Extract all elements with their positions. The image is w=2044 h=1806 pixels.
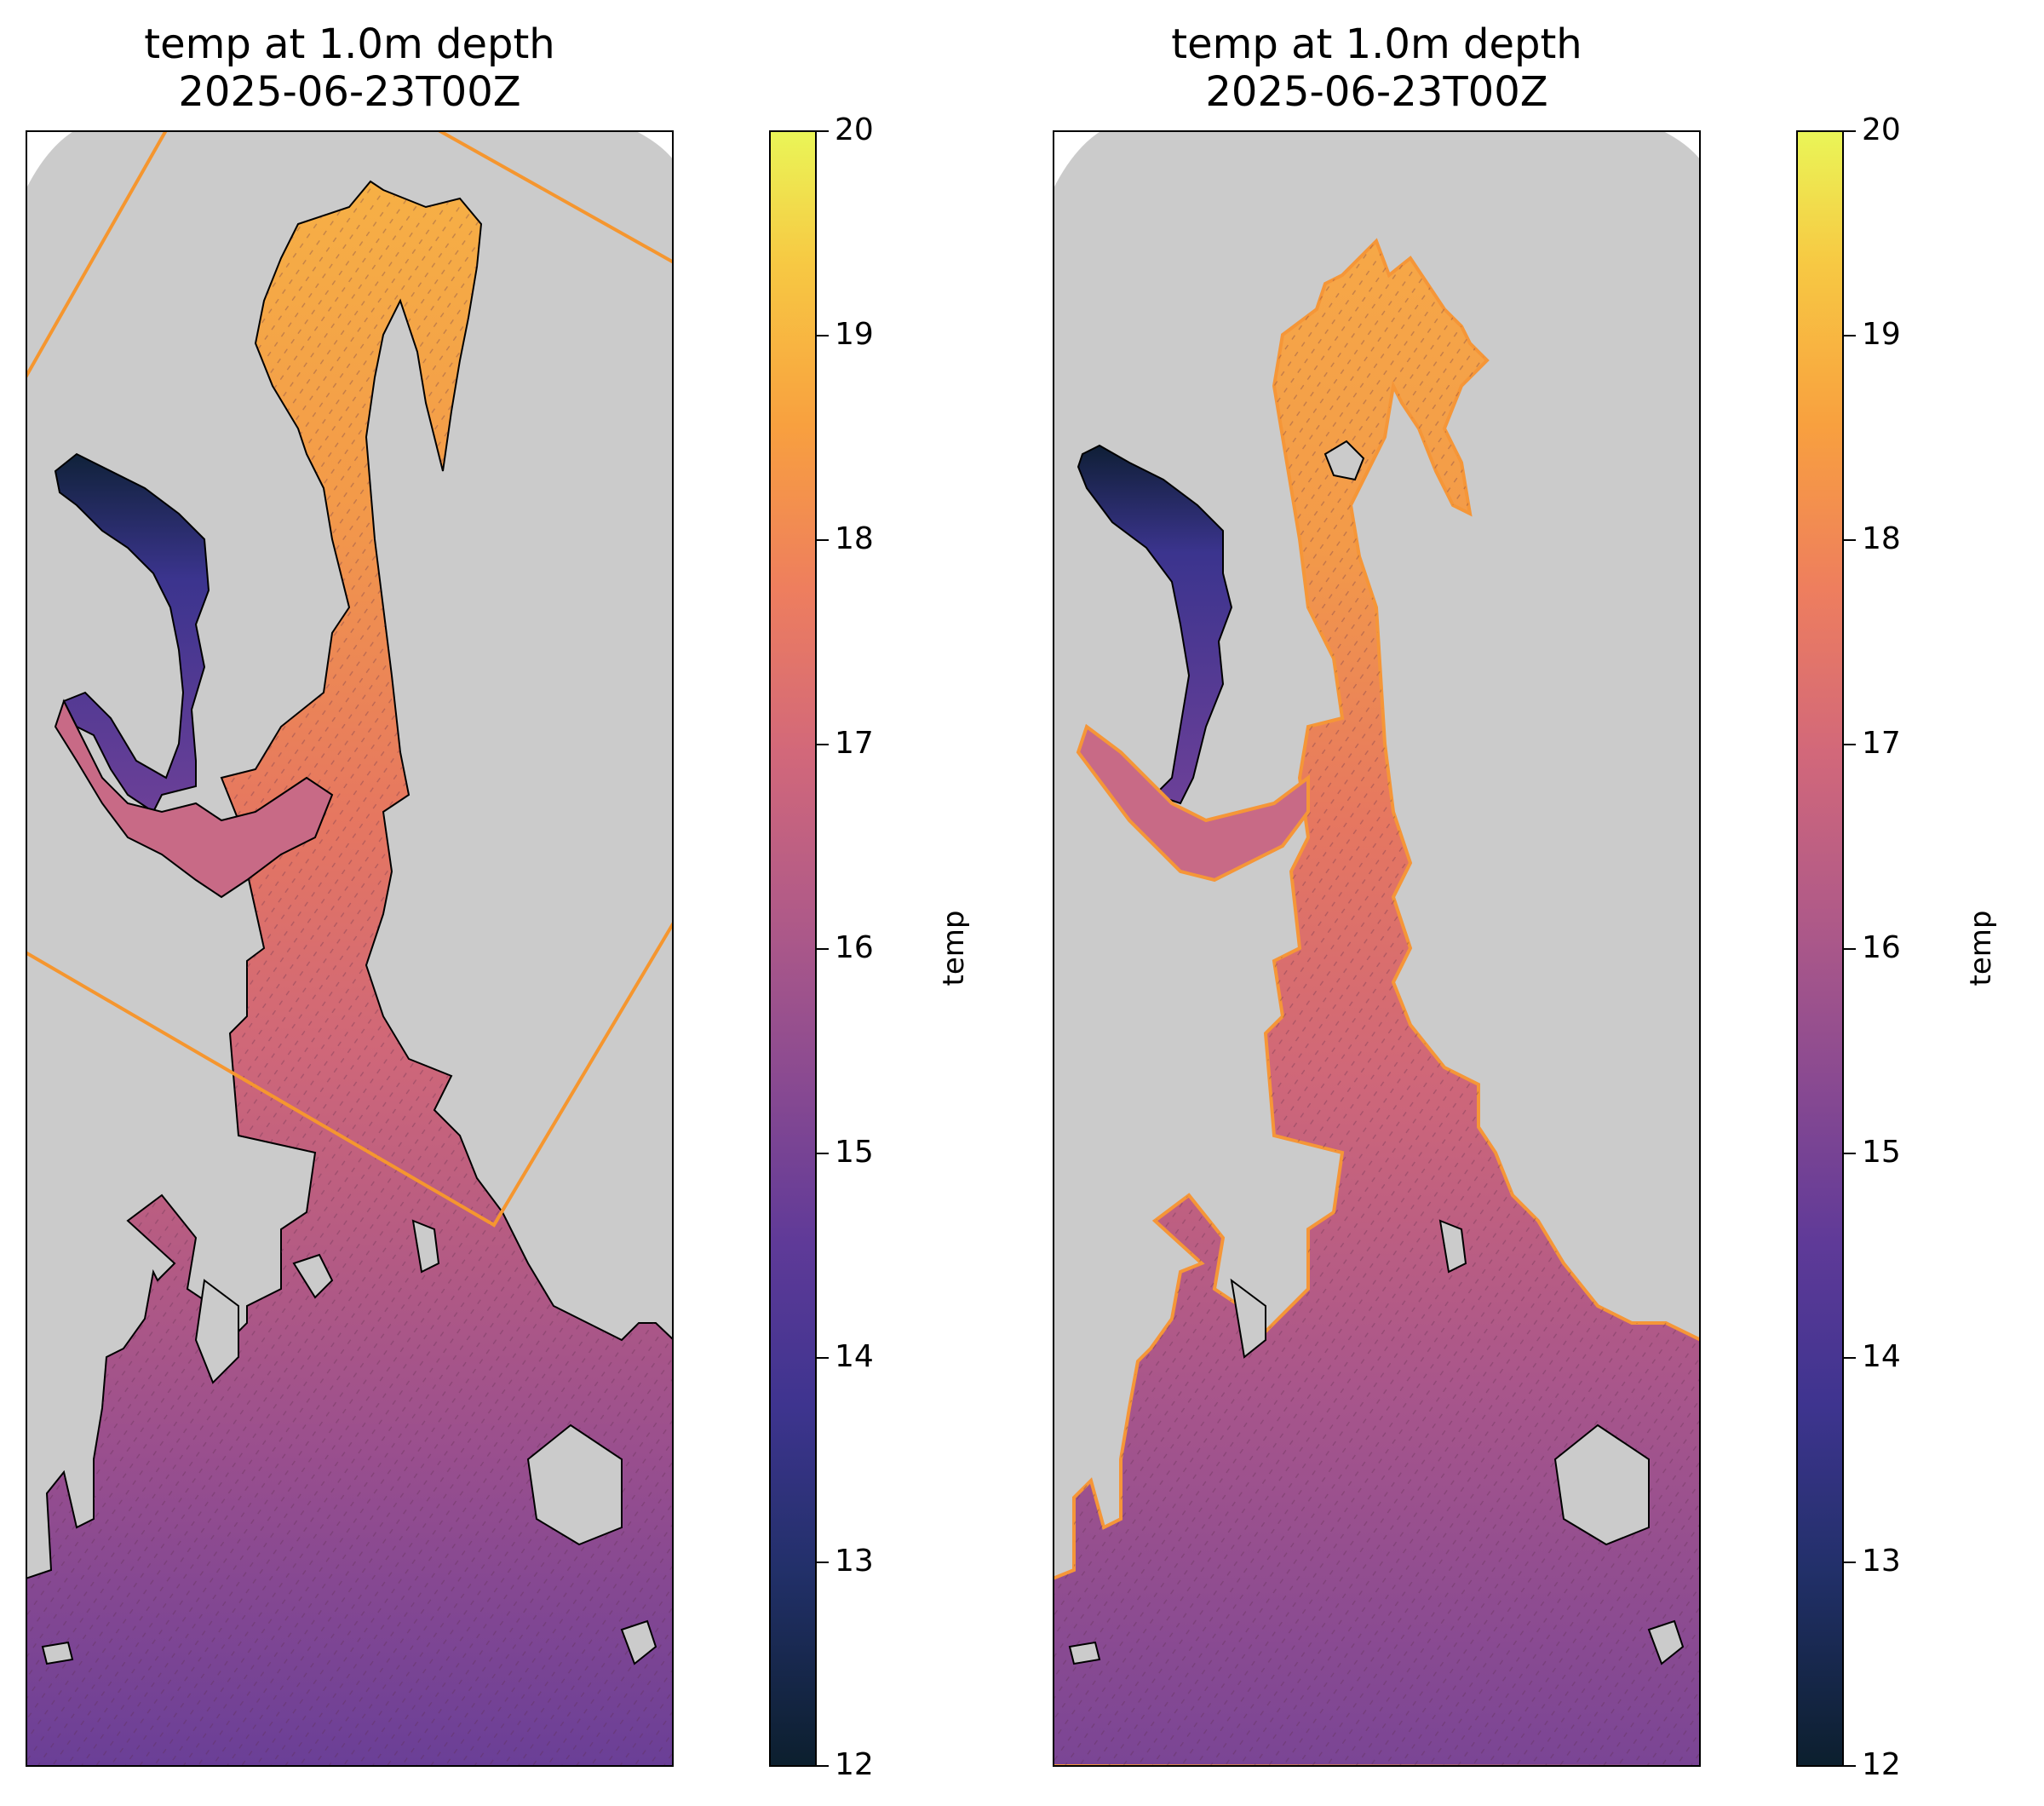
title-variable: temp at 1.0m depth bbox=[1171, 20, 1582, 68]
map-frame bbox=[1053, 130, 1701, 1767]
panel-right: temp at 1.0m depth 2025-06-23T00Z bbox=[1027, 0, 2044, 1806]
island bbox=[41, 1641, 74, 1665]
island bbox=[1647, 1619, 1685, 1665]
nest-boundary bbox=[26, 130, 674, 1228]
colorbar-tick-label: 18 bbox=[835, 521, 874, 556]
colorbar-tick bbox=[1844, 744, 1856, 745]
temperature-map bbox=[26, 130, 674, 1767]
west-basin bbox=[54, 699, 334, 899]
colorbar-tick bbox=[1844, 1357, 1856, 1359]
panel-left: temp at 1.0m depth 2025-06-23T00Z bbox=[26, 20, 971, 1782]
colorbar-tick-label: 12 bbox=[1862, 1747, 1901, 1782]
colorbar-tick-label: 14 bbox=[1862, 1339, 1901, 1374]
colorbar bbox=[1796, 130, 1844, 1767]
island bbox=[292, 1253, 334, 1299]
colorbar-label: temp bbox=[937, 910, 971, 986]
cold-inlet bbox=[54, 452, 210, 814]
island bbox=[526, 1424, 623, 1546]
panel-title: temp at 1.0m depth 2025-06-23T00Z bbox=[26, 20, 674, 116]
colorbar-tick-label: 17 bbox=[1862, 726, 1901, 761]
colorbar-tick-label: 13 bbox=[835, 1544, 874, 1579]
title-time: 2025-06-23T00Z bbox=[178, 68, 521, 116]
west-basin bbox=[1076, 723, 1310, 883]
colorbar-tick-label: 18 bbox=[1862, 521, 1901, 556]
colorbar-tick bbox=[817, 539, 829, 541]
colorbar-tick bbox=[817, 1765, 829, 1767]
island bbox=[620, 1619, 657, 1665]
colorbar-tick bbox=[817, 1562, 829, 1563]
colorbar-tick bbox=[817, 1153, 829, 1154]
colorbar-tick-label: 16 bbox=[1862, 930, 1901, 965]
colorbar-tick-label: 12 bbox=[835, 1747, 874, 1782]
colorbar-tick bbox=[1844, 1153, 1856, 1154]
colorbar-tick bbox=[1844, 335, 1856, 336]
colorbar-tick-label: 20 bbox=[835, 112, 874, 147]
island bbox=[194, 1279, 239, 1384]
colorbar-label: temp bbox=[1964, 910, 1998, 986]
colorbar-tick bbox=[817, 130, 829, 132]
colorbar-tick-label: 14 bbox=[835, 1339, 874, 1374]
colorbar-tick-label: 15 bbox=[835, 1135, 874, 1170]
cold-inlet bbox=[1077, 444, 1233, 805]
colorbar-tick bbox=[817, 948, 829, 950]
colorbar-tick-label: 19 bbox=[1862, 317, 1901, 352]
island bbox=[1230, 1278, 1266, 1359]
island bbox=[1553, 1424, 1650, 1546]
title-variable: temp at 1.0m depth bbox=[144, 20, 555, 68]
panel-title: temp at 1.0m depth 2025-06-23T00Z bbox=[1053, 20, 1701, 116]
colorbar-tick-label: 17 bbox=[835, 726, 874, 761]
colorbar-tick-label: 13 bbox=[1862, 1544, 1901, 1579]
colorbar-tick bbox=[1844, 130, 1856, 132]
island bbox=[411, 1219, 440, 1274]
colorbar-tick bbox=[1844, 539, 1856, 541]
colorbar bbox=[769, 130, 817, 1767]
island bbox=[1068, 1641, 1101, 1665]
map-frame bbox=[26, 130, 674, 1767]
colorbar-tick-label: 19 bbox=[835, 317, 874, 352]
colorbar-tick bbox=[1844, 1562, 1856, 1563]
colorbar-tick-label: 15 bbox=[1862, 1135, 1901, 1170]
colorbar-tick-label: 16 bbox=[835, 930, 874, 965]
temperature-map bbox=[1053, 130, 1701, 1767]
colorbar-tick bbox=[817, 335, 829, 336]
colorbar-tick bbox=[817, 744, 829, 745]
colorbar-tick-label: 20 bbox=[1862, 112, 1901, 147]
colorbar-tick bbox=[1844, 1765, 1856, 1767]
colorbar-tick bbox=[817, 1357, 829, 1359]
colorbar-tick bbox=[1844, 948, 1856, 950]
island bbox=[1438, 1219, 1467, 1274]
title-time: 2025-06-23T00Z bbox=[1205, 68, 1548, 116]
island bbox=[1323, 440, 1365, 481]
